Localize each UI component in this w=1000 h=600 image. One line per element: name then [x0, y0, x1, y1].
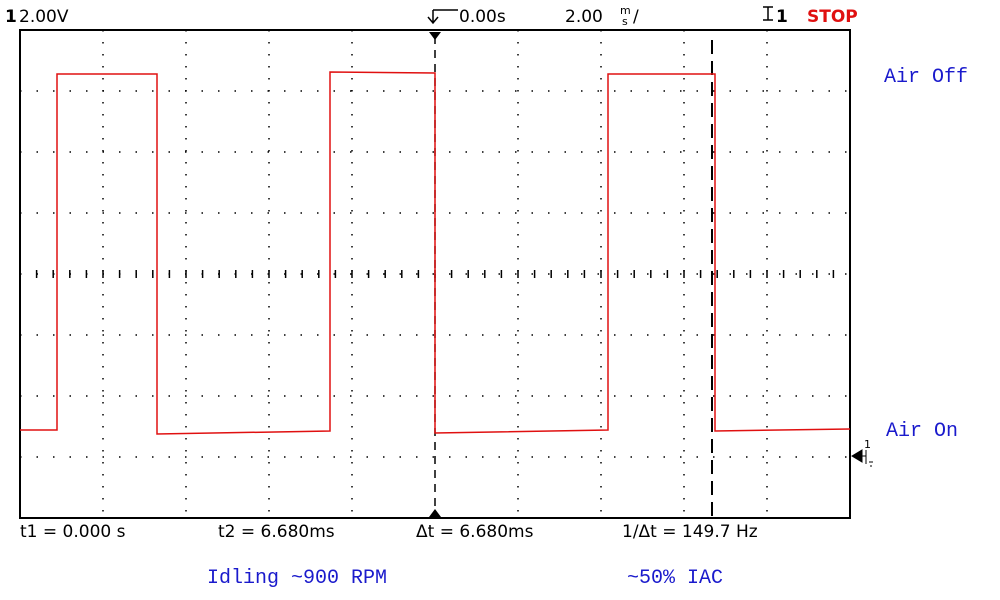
measurement: t2 = 6.680ms — [218, 522, 335, 542]
trigger-arrow-top — [429, 32, 441, 40]
waveform — [20, 71, 851, 435]
trigger-icon — [763, 6, 773, 21]
high-label: Air Off — [884, 66, 968, 89]
caption: Idling ~900 RPM — [207, 567, 387, 590]
channel-number: 1 — [5, 7, 17, 27]
timebase: 2.00 — [565, 7, 603, 27]
trigger-channel: 1 — [776, 7, 788, 27]
timebase-slash: / — [633, 7, 639, 27]
delay: 0.00s — [459, 7, 506, 27]
caption: ~50% IAC — [627, 567, 723, 590]
ground-marker — [851, 449, 873, 467]
measurement: t1 = 0.000 s — [20, 522, 126, 542]
measurement: Δt = 6.680ms — [416, 522, 534, 542]
measurement: 1/Δt = 149.7 Hz — [622, 522, 758, 542]
ground-marker-label: 1 — [864, 438, 871, 451]
timebase-unit-top: m — [620, 4, 631, 17]
grid — [19, 30, 850, 518]
low-label: Air On — [886, 420, 958, 443]
delay-icon — [427, 9, 458, 25]
trigger-arrow-bottom — [429, 509, 441, 517]
run-status: STOP — [807, 7, 858, 27]
timebase-unit-bottom: s — [622, 15, 628, 28]
volt-scale: 2.00V — [19, 7, 69, 27]
